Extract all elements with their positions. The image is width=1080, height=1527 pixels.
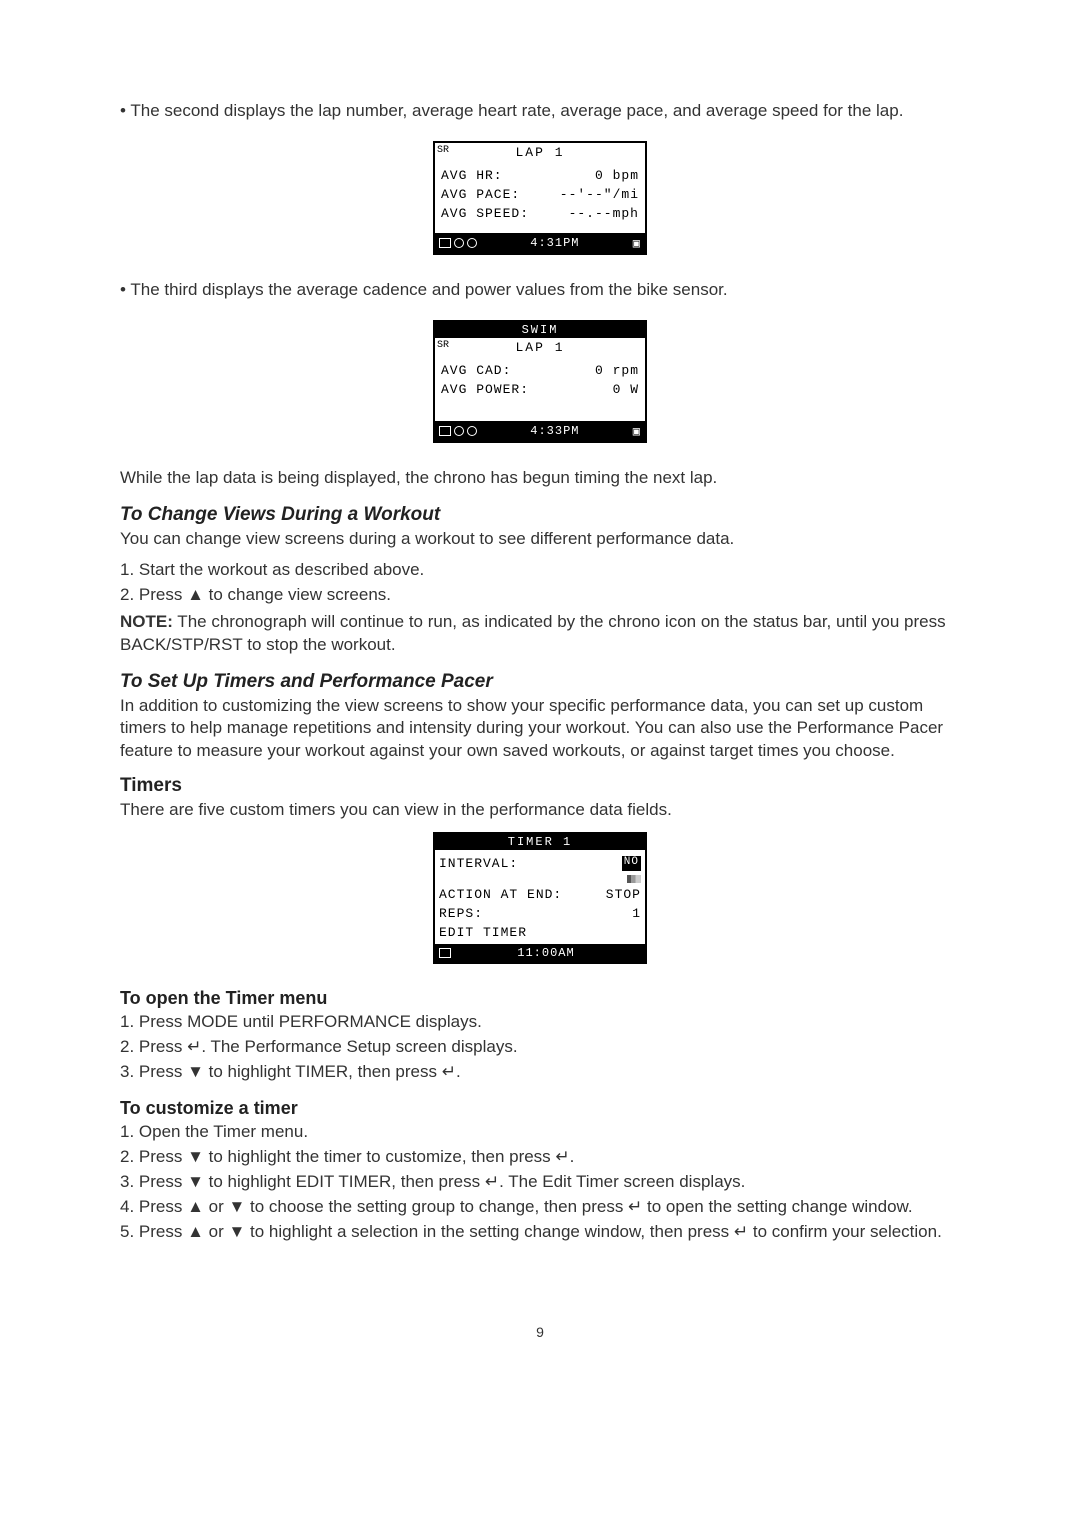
lcd3-status-bar: 11:00AM [435, 944, 645, 962]
step-ct-1: 1. Open the Timer menu. [120, 1121, 960, 1144]
lcd2-row-1-label: AVG POWER: [441, 382, 529, 397]
step-cv-2: 2. Press ▲ to change view screens. [120, 584, 960, 607]
timer-icon [467, 426, 477, 436]
para-setup-timers: In addition to customizing the view scre… [120, 695, 960, 764]
lcd2-body: AVG CAD: 0 rpm AVG POWER: 0 W [435, 355, 645, 422]
para-lapdata: While the lap data is being displayed, t… [120, 467, 960, 490]
lcd2-status-bar: 4:33PM ▣ [435, 422, 645, 441]
step-cv-1: 1. Start the workout as described above. [120, 559, 960, 582]
lcd1-status-icons [439, 238, 477, 248]
lcd3-row-0-value: NO [622, 856, 641, 871]
lcd3-row-0: INTERVAL: NO [439, 854, 641, 873]
para-change-views: You can change view screens during a wor… [120, 528, 960, 551]
step-ct-2: 2. Press ▼ to highlight the timer to cus… [120, 1146, 960, 1169]
lcd3-row-2-value: STOP [606, 887, 641, 902]
lcd2-row-1: AVG POWER: 0 W [441, 380, 639, 399]
lcd3-row-2: ACTION AT END: STOP [439, 885, 641, 904]
lcd-screenshot-1-wrap: SR LAP 1 AVG HR: 0 bpm AVG PACE: --'--"/… [120, 141, 960, 255]
lcd2-row-0-label: AVG CAD: [441, 363, 511, 378]
lcd1-time: 4:31PM [530, 236, 579, 250]
lcd1-row-1-label: AVG PACE: [441, 187, 520, 202]
lcd3-row-4: EDIT TIMER [439, 923, 641, 942]
lcd2-status-icons [439, 426, 477, 436]
lcd2-time: 4:33PM [530, 424, 579, 438]
lcd1-body: AVG HR: 0 bpm AVG PACE: --'--"/mi AVG SP… [435, 160, 645, 234]
lcd-screenshot-3-wrap: TIMER 1 INTERVAL: NO ACTION AT END: STOP… [120, 832, 960, 964]
lcd3-row-0-label: INTERVAL: [439, 856, 518, 871]
step-ct-5: 5. Press ▲ or ▼ to highlight a selection… [120, 1221, 960, 1244]
lcd2-row-0: AVG CAD: 0 rpm [441, 361, 639, 380]
lcd1-row-0-value: 0 bpm [595, 168, 639, 183]
step-ct-3: 3. Press ▼ to highlight EDIT TIMER, then… [120, 1171, 960, 1194]
lcd1-row-2: AVG SPEED: --.--mph [441, 204, 639, 223]
sensor-icon: ▣ [633, 424, 641, 439]
lcd3-row-3-value: 1 [632, 906, 641, 921]
lcd2-title-row: SR LAP 1 [435, 338, 645, 355]
para-timers: There are five custom timers you can vie… [120, 799, 960, 822]
lcd2-title: LAP 1 [515, 340, 564, 355]
lcd1-signal-label: SR [437, 145, 449, 156]
step-ot-1: 1. Press MODE until PERFORMANCE displays… [120, 1011, 960, 1034]
lcd2-signal-label: SR [437, 340, 449, 351]
bullet-para-1: The second displays the lap number, aver… [120, 100, 960, 123]
chrono-icon [454, 426, 464, 436]
battery-icon [439, 426, 451, 436]
page-container: The second displays the lap number, aver… [0, 0, 1080, 1400]
step-ot-2: 2. Press ↵. The Performance Setup screen… [120, 1036, 960, 1059]
lcd3-row-1 [439, 873, 641, 885]
lcd3-row-2-label: ACTION AT END: [439, 887, 562, 902]
lcd2-row-0-value: 0 rpm [595, 363, 639, 378]
lcd3-top: TIMER 1 [435, 834, 645, 850]
lcd1-row-1-value: --'--"/mi [560, 187, 639, 202]
step-ot-3: 3. Press ▼ to highlight TIMER, then pres… [120, 1061, 960, 1084]
note-text: The chronograph will continue to run, as… [120, 612, 946, 654]
lcd3-time: 11:00AM [517, 946, 574, 960]
battery-icon [439, 948, 451, 958]
lcd3-row-4-label: EDIT TIMER [439, 925, 527, 940]
lcd1-title: LAP 1 [515, 145, 564, 160]
chrono-icon [454, 238, 464, 248]
lcd-screenshot-3: TIMER 1 INTERVAL: NO ACTION AT END: STOP… [433, 832, 647, 964]
note-chrono: NOTE: The chronograph will continue to r… [120, 611, 960, 657]
heading-open-timer: To open the Timer menu [120, 988, 960, 1009]
lcd3-row-3: REPS: 1 [439, 904, 641, 923]
lcd2-top: SWIM [435, 322, 645, 338]
lcd-screenshot-2-wrap: SWIM SR LAP 1 AVG CAD: 0 rpm AVG POWER: … [120, 320, 960, 443]
sensor-icon: ▣ [633, 236, 641, 251]
lcd1-status-bar: 4:31PM ▣ [435, 234, 645, 253]
bars-icon [627, 875, 641, 883]
lcd1-row-2-value: --.--mph [569, 206, 639, 221]
lcd3-row-3-label: REPS: [439, 906, 483, 921]
lcd1-title-row: SR LAP 1 [435, 143, 645, 160]
lcd1-row-2-label: AVG SPEED: [441, 206, 529, 221]
page-number: 9 [120, 1324, 960, 1340]
lcd1-row-1: AVG PACE: --'--"/mi [441, 185, 639, 204]
lcd-screenshot-1: SR LAP 1 AVG HR: 0 bpm AVG PACE: --'--"/… [433, 141, 647, 255]
step-ct-4: 4. Press ▲ or ▼ to choose the setting gr… [120, 1196, 960, 1219]
battery-icon [439, 238, 451, 248]
lcd1-row-0: AVG HR: 0 bpm [441, 166, 639, 185]
lcd3-status-icons [439, 948, 451, 958]
lcd3-body: INTERVAL: NO ACTION AT END: STOP REPS: 1… [435, 850, 645, 944]
bullet-para-2: The third displays the average cadence a… [120, 279, 960, 302]
heading-timers: Timers [120, 775, 960, 797]
lcd1-row-0-label: AVG HR: [441, 168, 503, 183]
note-label: NOTE: [120, 612, 173, 631]
timer-icon [467, 238, 477, 248]
lcd2-row-1-value: 0 W [613, 382, 639, 397]
heading-setup-timers: To Set Up Timers and Performance Pacer [120, 671, 960, 693]
heading-customize-timer: To customize a timer [120, 1098, 960, 1119]
heading-change-views: To Change Views During a Workout [120, 504, 960, 526]
lcd-screenshot-2: SWIM SR LAP 1 AVG CAD: 0 rpm AVG POWER: … [433, 320, 647, 443]
